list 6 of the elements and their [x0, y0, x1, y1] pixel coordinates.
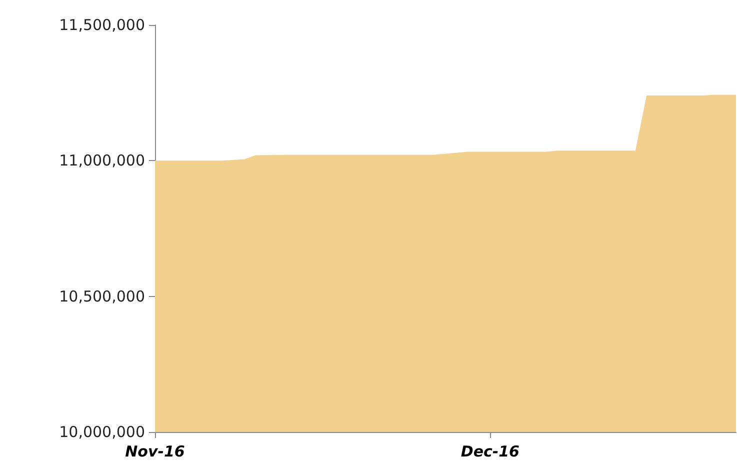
y-tick-label: 11,000,000 [59, 152, 145, 170]
y-tick-label: 10,000,000 [59, 423, 145, 441]
x-tick-label: Dec-16 [460, 442, 520, 460]
y-tick-label: 11,500,000 [59, 16, 145, 34]
y-tick-label: 10,500,000 [59, 287, 145, 306]
x-tick-label: Nov-16 [125, 442, 185, 460]
